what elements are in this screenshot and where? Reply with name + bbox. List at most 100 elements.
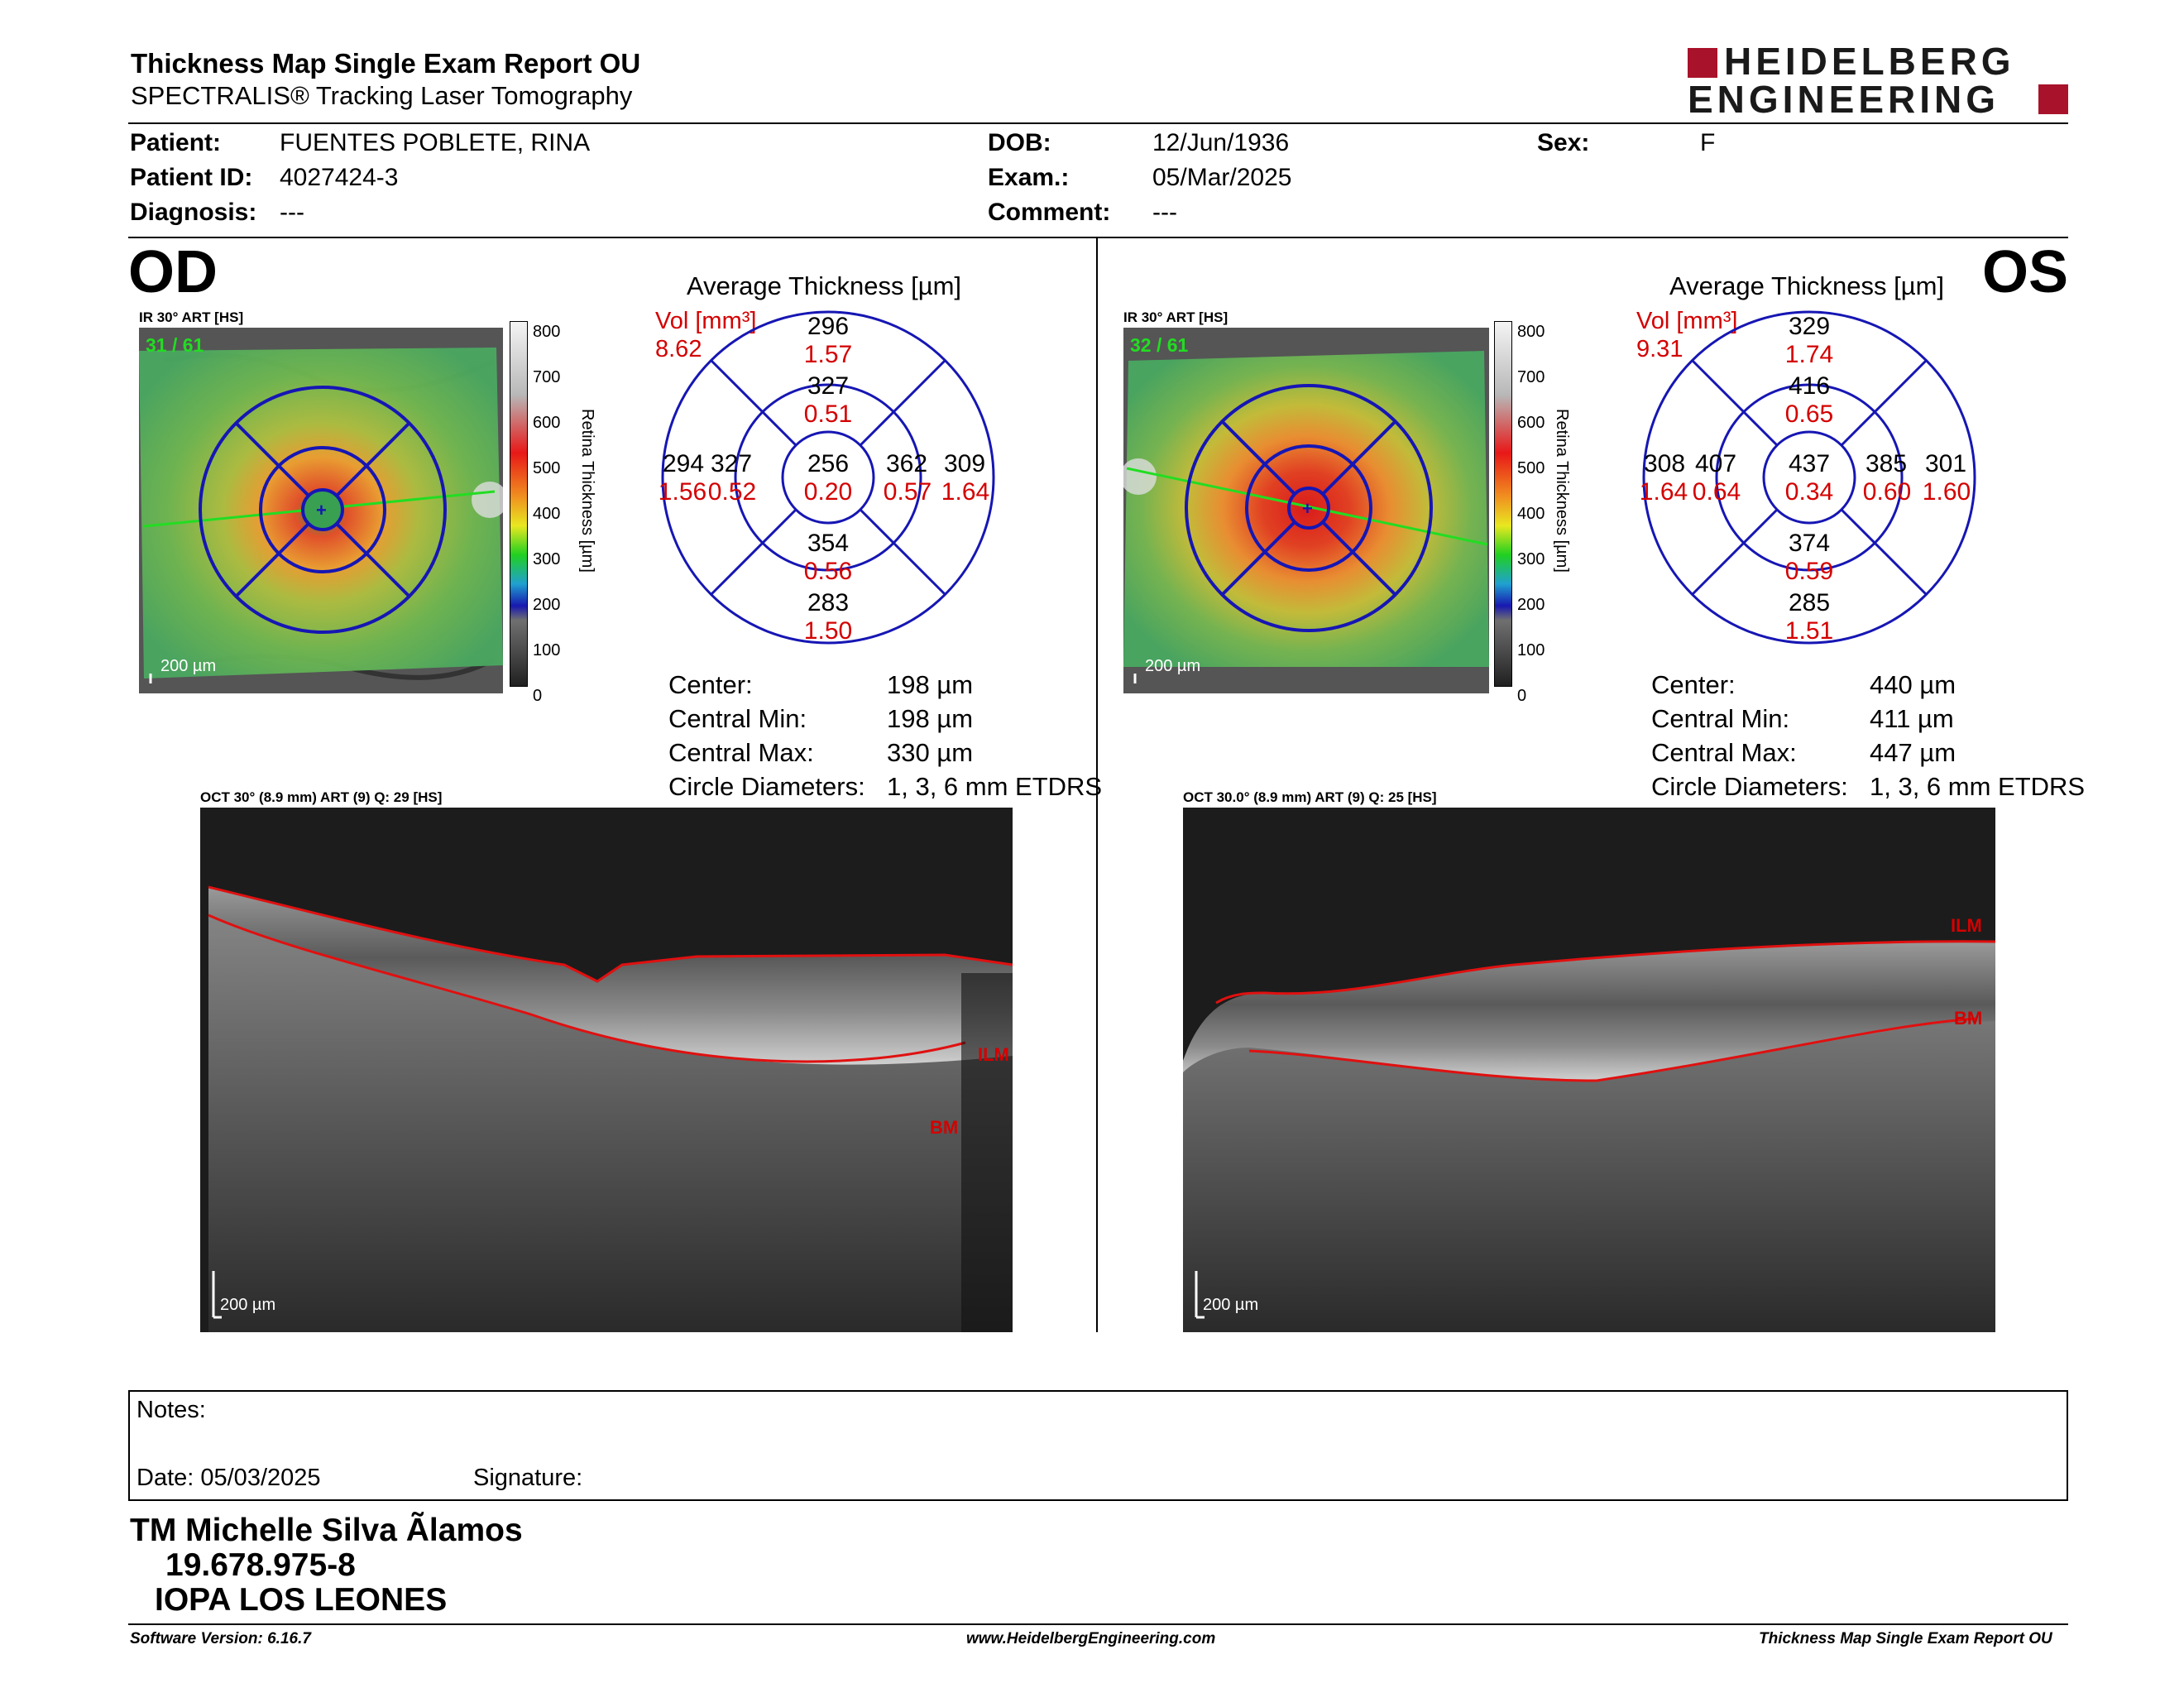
os-vol-label: Vol [mm³] bbox=[1636, 308, 1738, 334]
od-tick: 0 bbox=[533, 687, 543, 705]
footer-report: Thickness Map Single Exam Report OU bbox=[1759, 1630, 2052, 1647]
od-circle-diam-value: 1, 3, 6 mm ETDRS bbox=[887, 772, 1103, 801]
os-tick: 300 bbox=[1517, 550, 1545, 568]
od-outer-inf-volume: 1.50 bbox=[803, 617, 853, 645]
os-center-value: 440 µm bbox=[1870, 670, 1956, 699]
os-outer-inf-volume: 1.51 bbox=[1784, 617, 1834, 645]
diagnosis-value: --- bbox=[280, 199, 304, 226]
od-inner-inf-thickness: 354 bbox=[807, 530, 850, 557]
os-oct-scale: 200 µm bbox=[1203, 1296, 1259, 1314]
patient-name: FUENTES POBLETE, RINA bbox=[280, 129, 591, 156]
os-tick: 400 bbox=[1517, 505, 1545, 523]
od-center-thickness: 256 bbox=[807, 450, 850, 477]
os-oct-label: OCT 30.0° (8.9 mm) ART (9) Q: 25 [HS] bbox=[1183, 789, 1437, 805]
os-vol-value: 9.31 bbox=[1636, 336, 1684, 362]
od-fundus-scale: 200 µm bbox=[160, 657, 217, 675]
os-outer-inf-thickness: 285 bbox=[1788, 589, 1831, 616]
os-bm-label: BM bbox=[1954, 1008, 1983, 1029]
od-circle-diam-label: Circle Diameters: bbox=[668, 772, 865, 801]
os-outer-nasal-thickness: 301 bbox=[1924, 450, 1967, 477]
od-etdrs-rings bbox=[661, 310, 995, 645]
dob-label: DOB: bbox=[988, 129, 1051, 156]
od-inner-sup-volume: 0.51 bbox=[803, 400, 853, 428]
logo-square-bottom bbox=[2038, 84, 2068, 114]
os-inner-sup-volume: 0.65 bbox=[1784, 400, 1834, 428]
os-tick: 0 bbox=[1517, 687, 1527, 705]
exam-label: Exam.: bbox=[988, 164, 1070, 191]
patient-id: 4027424-3 bbox=[280, 164, 399, 191]
patient-rule bbox=[128, 237, 2068, 238]
od-avg-title: Average Thickness [µm] bbox=[687, 271, 962, 300]
od-tick: 400 bbox=[533, 505, 561, 523]
report-title: Thickness Map Single Exam Report OU bbox=[131, 48, 641, 79]
os-outer-temp-volume: 1.64 bbox=[1639, 478, 1688, 506]
notes-date: Date: 05/03/2025 bbox=[136, 1465, 321, 1491]
eye-label-os: OS bbox=[1982, 239, 2069, 305]
od-central-min-label: Central Min: bbox=[668, 704, 807, 733]
footer-website[interactable]: www.HeidelbergEngineering.com bbox=[966, 1630, 1216, 1647]
os-center-label: Center: bbox=[1651, 670, 1736, 699]
os-colorbar-gradient bbox=[1494, 321, 1512, 687]
od-outer-temp-volume: 1.56 bbox=[658, 478, 707, 506]
od-fundus-image: + 31 / 61 200 µm bbox=[139, 328, 503, 693]
od-colorbar-ticks: 800 700 600 500 400 300 200 100 0 bbox=[533, 309, 560, 719]
os-tick: 100 bbox=[1517, 641, 1545, 659]
svg-text:+: + bbox=[1302, 498, 1313, 519]
patient-id-label: Patient ID: bbox=[130, 164, 253, 191]
os-avg-title: Average Thickness [µm] bbox=[1669, 271, 1945, 300]
os-tick: 200 bbox=[1517, 596, 1545, 614]
os-tick: 500 bbox=[1517, 459, 1545, 477]
od-inner-sup-thickness: 327 bbox=[807, 372, 850, 400]
os-colorbar-label: Retina Thickness [µm] bbox=[1553, 409, 1571, 573]
sex-value: F bbox=[1700, 129, 1716, 156]
os-outer-nasal-volume: 1.60 bbox=[1922, 478, 1971, 506]
os-inner-temp-volume: 0.64 bbox=[1692, 478, 1741, 506]
os-inner-temp-thickness: 407 bbox=[1694, 450, 1737, 477]
od-outer-sup-volume: 1.57 bbox=[803, 341, 853, 368]
os-etdrs-rings bbox=[1642, 310, 1976, 645]
os-inner-inf-volume: 0.59 bbox=[1784, 558, 1834, 585]
os-thickness-map: + bbox=[1123, 328, 1489, 693]
od-ilm-label: ILM bbox=[978, 1044, 1009, 1065]
od-colorbar: 800 700 600 500 400 300 200 100 0 bbox=[506, 321, 572, 705]
os-central-max-value: 447 µm bbox=[1870, 738, 1956, 767]
exam-value: 05/Mar/2025 bbox=[1152, 164, 1292, 191]
comment-value: --- bbox=[1152, 199, 1177, 226]
od-vol-value: 8.62 bbox=[655, 336, 702, 362]
sex-label: Sex: bbox=[1537, 129, 1590, 156]
os-central-min-label: Central Min: bbox=[1651, 704, 1790, 733]
os-colorbar-ticks: 800 700 600 500 400 300 200 100 0 bbox=[1517, 309, 1545, 719]
os-tick: 600 bbox=[1517, 414, 1545, 432]
os-tick: 700 bbox=[1517, 368, 1545, 386]
od-inner-nasal-thickness: 362 bbox=[885, 450, 928, 477]
od-frames-count: 31 / 61 bbox=[146, 334, 204, 356]
os-inner-nasal-thickness: 385 bbox=[1865, 450, 1908, 477]
od-oct-scan: ILM BM 200 µm bbox=[200, 808, 1013, 1332]
od-tick: 600 bbox=[533, 414, 561, 432]
os-fundus-image: + 32 / 61 200 µm bbox=[1123, 328, 1489, 693]
signoff-rut: 19.678.975-8 bbox=[165, 1547, 356, 1583]
od-fundus-label: IR 30° ART [HS] bbox=[139, 309, 244, 325]
notes-label: Notes: bbox=[136, 1397, 206, 1423]
logo-square-top bbox=[1688, 48, 1717, 78]
diagnosis-label: Diagnosis: bbox=[130, 199, 257, 226]
logo-text-heidelberg: HEIDELBERG bbox=[1724, 40, 2015, 83]
notes-box[interactable]: Notes: Date: 05/03/2025 Signature: bbox=[128, 1390, 2068, 1501]
od-center-volume: 0.20 bbox=[803, 478, 853, 506]
os-outer-sup-volume: 1.74 bbox=[1784, 341, 1834, 368]
patient-label: Patient: bbox=[130, 129, 222, 156]
od-inner-temp-volume: 0.52 bbox=[707, 478, 757, 506]
center-divider bbox=[1096, 238, 1098, 1332]
os-fundus-scale: 200 µm bbox=[1145, 657, 1201, 675]
od-tick: 200 bbox=[533, 596, 561, 614]
os-ilm-label: ILM bbox=[1951, 915, 1982, 936]
od-central-min-value: 198 µm bbox=[887, 704, 974, 733]
os-outer-sup-thickness: 329 bbox=[1788, 313, 1831, 340]
od-central-max-value: 330 µm bbox=[887, 738, 974, 767]
os-etdrs-grid: 329 1.74 416 0.65 308 1.64 407 0.64 437 … bbox=[1640, 308, 1979, 647]
heidelberg-logo: HEIDELBERG ENGINEERING bbox=[1688, 41, 2068, 119]
od-outer-nasal-thickness: 309 bbox=[943, 450, 986, 477]
os-circle-diam-value: 1, 3, 6 mm ETDRS bbox=[1870, 772, 2086, 801]
od-outer-inf-thickness: 283 bbox=[807, 589, 850, 616]
od-thickness-map: + bbox=[139, 328, 503, 693]
